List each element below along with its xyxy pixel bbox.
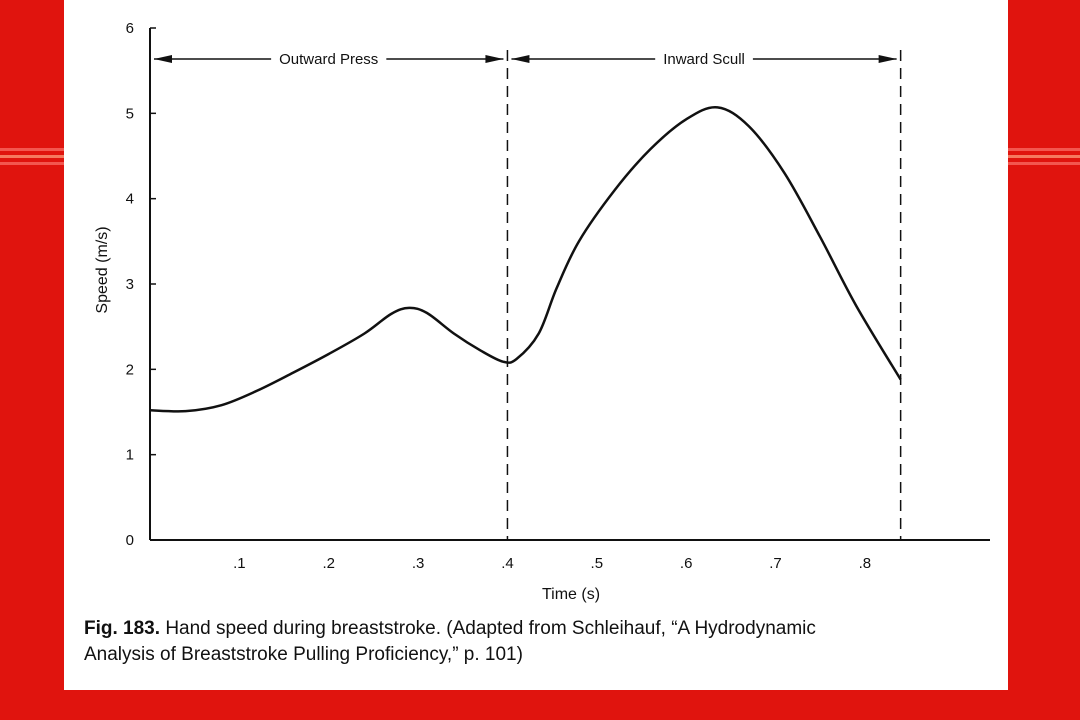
left-decor-stripe-2 [0,155,64,158]
phase-arrow-head-right [485,55,504,63]
phase-arrow-head-left [511,55,530,63]
speed-time-chart: Outward Press Inward Scull 0 1 2 3 4 5 6 .1 .2 .3.… [94,20,990,603]
caption-line-2: Analysis of Breaststroke Pulling Profici… [84,644,523,665]
figure-caption: Fig. 183. Hand speed during breaststroke… [84,616,994,668]
phase-label: Outward Press [279,51,378,68]
left-decor-stripe-1 [0,148,64,151]
y-axis-title: Speed (m/s) [94,226,111,313]
x-tick-label: .7 [769,555,782,572]
x-tick-label: .2 [322,555,335,572]
x-tick-label: .8 [859,555,872,572]
y-tick-label: 5 [126,105,134,122]
axes [149,27,990,541]
x-tick-label: .4 [501,555,514,572]
y-tick-label: 2 [126,361,134,378]
y-tick-label: 1 [126,447,134,464]
figure-panel: Outward Press Inward Scull 0 1 2 3 4 5 6 .1 .2 .3.… [64,0,1008,690]
y-tick-label: 0 [126,532,134,549]
series-layer [149,106,902,413]
y-tick-label: 6 [126,20,134,37]
phase-arrow-head-right [878,55,897,63]
tick-labels: 0 1 2 3 4 5 6 .1 .2 .3 .4 .5 .6 .7 .8 [126,20,871,572]
x-tick-label: .1 [233,555,246,572]
x-tick-label: .3 [412,555,425,572]
y-tick-label: 4 [126,191,134,208]
right-decor-stripe-2 [1008,155,1080,158]
left-decor-stripe-3 [0,162,64,165]
x-tick-label: .5 [591,555,604,572]
phase-arrow-head-left [154,55,172,63]
x-tick-label: .6 [680,555,693,572]
phase-label: Inward Scull [663,51,745,68]
speed-series-line [149,106,902,413]
y-tick-label: 3 [126,276,134,293]
x-axis-title: Time (s) [542,586,600,603]
right-decor-stripe-3 [1008,162,1080,165]
phase-markers: Outward Press Inward Scull [154,50,902,540]
caption-text-1: Hand speed during breaststroke. (Adapted… [165,618,816,639]
caption-fig-label: Fig. 183. [84,618,161,639]
right-decor-stripe-1 [1008,148,1080,151]
caption-line-1: Fig. 183. Hand speed during breaststroke… [84,616,994,642]
